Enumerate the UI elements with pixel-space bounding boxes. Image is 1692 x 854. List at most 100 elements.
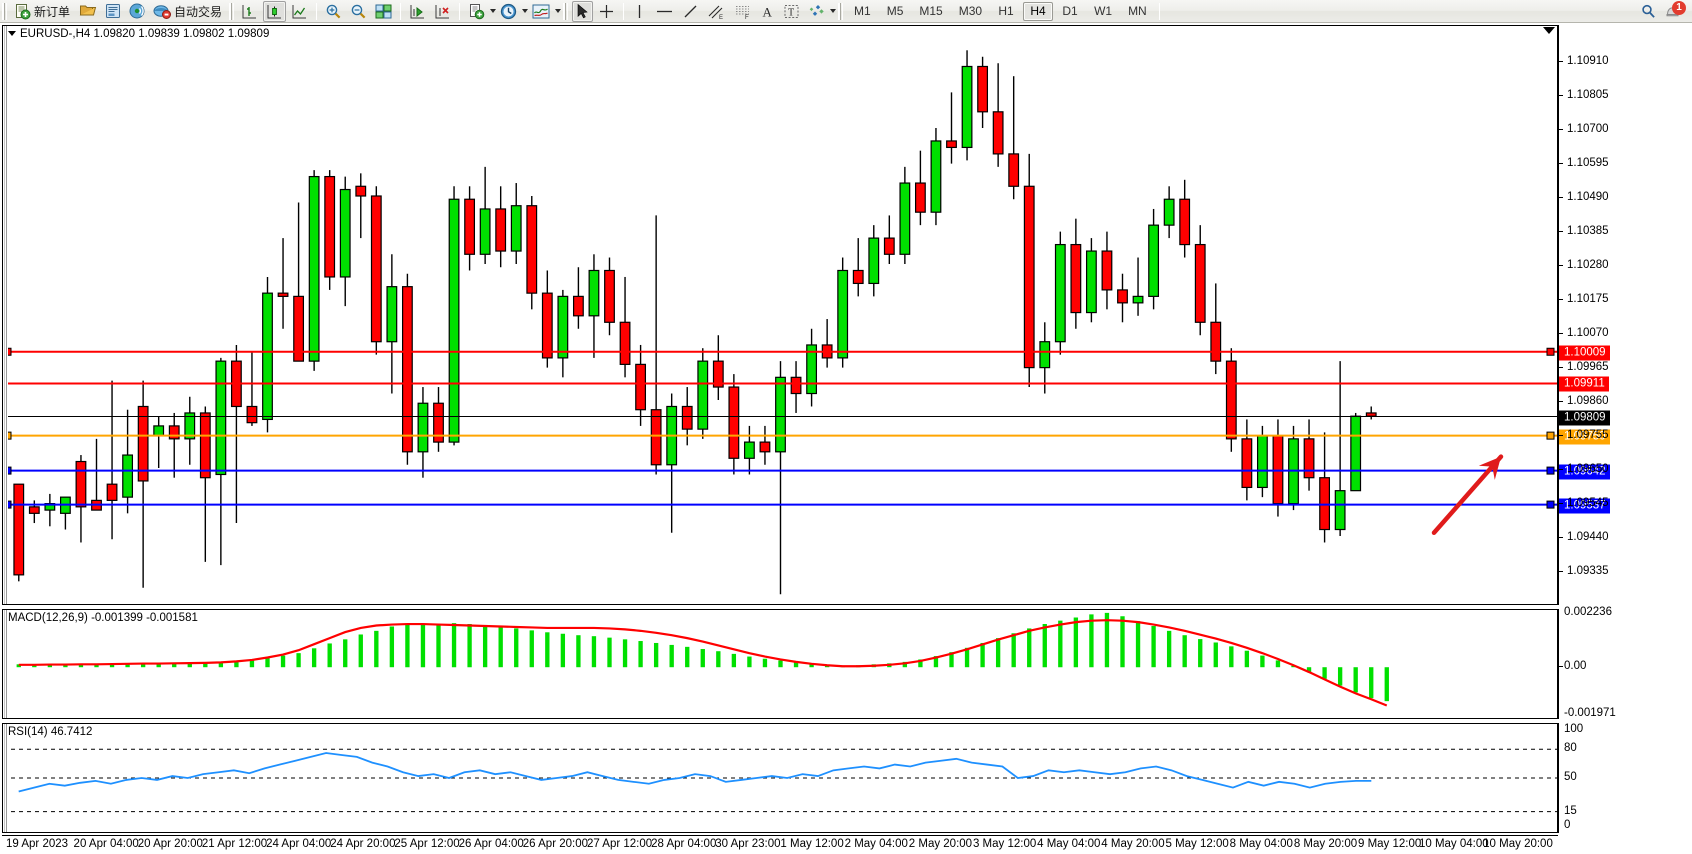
candle (122, 454, 134, 498)
rsi-tick-label: 100 (1564, 723, 1584, 735)
candle (1303, 438, 1315, 479)
templates-button[interactable] (465, 1, 488, 22)
timeframe-w1[interactable]: W1 (1094, 4, 1113, 18)
pivot-level-tag[interactable]: 1.09750 (1559, 429, 1610, 445)
candle (401, 286, 413, 453)
price-tick (1558, 163, 1563, 164)
news-button[interactable] (102, 1, 124, 22)
templates-dropdown-caret[interactable] (490, 9, 497, 13)
current-price-tag[interactable]: 1.09809 (1559, 410, 1610, 425)
price-pane-header-text: EURUSD-,H4 1.09820 1.09839 1.09802 1.098… (20, 28, 270, 40)
price-axis[interactable]: 1.10009 1.09911 1.09809 1.09750 1.09642 1.095… (1558, 25, 1692, 605)
time-axis-label: 24 Apr 04:00 (266, 838, 332, 850)
candle (386, 286, 398, 343)
timeframe-h1[interactable]: H1 (998, 4, 1014, 18)
macd-pane-rail[interactable] (3, 610, 8, 718)
candle (1225, 360, 1237, 440)
support-1-tag[interactable]: 1.09642 (1559, 464, 1610, 480)
notification-count-badge: 1 (1672, 0, 1686, 15)
timeframe-h4[interactable]: H4 (1023, 1, 1054, 21)
timeframe-m30[interactable]: M30 (958, 4, 983, 18)
time-axis[interactable]: 19 Apr 2023 20 Apr 04:00 20 Apr 20:00 21 Ap… (2, 835, 1558, 854)
macd-label: MACD(12,26,9) -0.001399 -0.001581 (8, 612, 198, 624)
notifications-button[interactable]: 1 (1662, 0, 1686, 22)
candle (961, 65, 973, 149)
new-order-button[interactable]: 新订单 (11, 1, 74, 22)
candle (495, 208, 507, 252)
periods-button[interactable] (497, 1, 520, 22)
rsi-pane[interactable]: RSI(14) 46.7412 (2, 723, 1558, 833)
signals-button[interactable] (126, 1, 148, 22)
candle (13, 483, 25, 576)
crosshair-button[interactable] (595, 1, 618, 22)
candle (868, 237, 880, 285)
cursor-button[interactable] (572, 0, 594, 22)
resistance-1-tag[interactable]: 1.10009 (1559, 345, 1610, 361)
periods-dropdown-caret[interactable] (522, 9, 529, 13)
toolbar-grip-3[interactable] (563, 2, 569, 20)
toolbar-separator-3 (459, 2, 461, 20)
vertical-line-icon (638, 4, 641, 18)
zoom-in-icon (326, 4, 341, 18)
objects-dropdown-caret[interactable] (830, 9, 837, 13)
timeframe-m5[interactable]: M5 (886, 4, 904, 18)
text-button[interactable]: A (757, 1, 778, 22)
auto-scroll-icon (435, 4, 450, 18)
history-button[interactable] (76, 1, 100, 22)
label-button[interactable]: T (780, 1, 803, 22)
macd-tick-label: 0.002236 (1564, 606, 1612, 618)
horizontal-line-button[interactable] (652, 1, 677, 22)
candle (246, 405, 258, 424)
autotrading-button[interactable]: 自动交易 (150, 1, 226, 22)
candle (1085, 250, 1097, 314)
candle (75, 460, 87, 508)
price-pane-rail[interactable] (3, 26, 8, 604)
indicators-dropdown-caret[interactable] (555, 9, 562, 13)
price-tick (1558, 265, 1563, 266)
toolbar-separator-1 (316, 2, 318, 20)
candle (370, 195, 382, 343)
time-axis-label: 1 May 12:00 (780, 838, 844, 850)
trendline-button[interactable] (679, 1, 702, 22)
chart-menu-caret-icon[interactable] (8, 31, 16, 37)
indicators-icon (532, 4, 550, 18)
bar-chart-button[interactable] (238, 1, 261, 22)
candle (712, 360, 724, 388)
zoom-out-button[interactable] (347, 1, 370, 22)
chart-shift-button[interactable] (406, 1, 429, 22)
timeframe-m1[interactable]: M1 (854, 4, 871, 18)
macd-pane[interactable]: MACD(12,26,9) -0.001399 -0.001581 (2, 609, 1558, 719)
chart-scroll-marker[interactable] (1543, 27, 1555, 34)
search-button[interactable] (1637, 1, 1660, 22)
line-chart-button[interactable] (288, 1, 311, 22)
rsi-pane-rail[interactable] (3, 724, 8, 832)
time-axis-label: 30 Apr 23:00 (715, 838, 781, 850)
candlestick-chart-button[interactable] (263, 0, 287, 22)
price-pane[interactable]: EURUSD-,H4 1.09820 1.09839 1.09802 1.098… (2, 25, 1558, 605)
equidistant-channel-button[interactable]: E (704, 1, 729, 22)
candle (1132, 295, 1144, 304)
rsi-axis[interactable]: 100 80 50 15 0 (1558, 723, 1692, 833)
zoom-out-icon (351, 4, 366, 18)
candle (479, 208, 491, 255)
support-2-tag[interactable]: 1.09537 (1559, 498, 1610, 514)
tile-windows-button[interactable] (372, 1, 395, 22)
vertical-line-button[interactable] (629, 1, 650, 22)
timeframe-d1[interactable]: D1 (1062, 4, 1078, 18)
zoom-in-button[interactable] (322, 1, 345, 22)
timeframe-m15[interactable]: M15 (919, 4, 943, 18)
resistance-2-tag[interactable]: 1.09911 (1559, 376, 1609, 392)
indicators-button[interactable] (529, 1, 553, 22)
toolbar-grip-1[interactable] (2, 2, 7, 20)
candle (1148, 224, 1160, 297)
toolbar-grip-2[interactable] (229, 2, 235, 20)
objects-list-button[interactable] (805, 1, 828, 22)
crosshair-icon (600, 4, 614, 18)
macd-axis[interactable]: 0.002236 0.00 -0.001971 (1558, 606, 1692, 719)
fibonacci-button[interactable]: F (731, 1, 755, 22)
auto-scroll-button[interactable] (431, 1, 454, 22)
price-tick-label: 1.09545 (1567, 497, 1609, 509)
candle (293, 295, 305, 362)
toolbar-grip-4[interactable] (838, 2, 844, 20)
timeframe-mn[interactable]: MN (1128, 4, 1147, 18)
